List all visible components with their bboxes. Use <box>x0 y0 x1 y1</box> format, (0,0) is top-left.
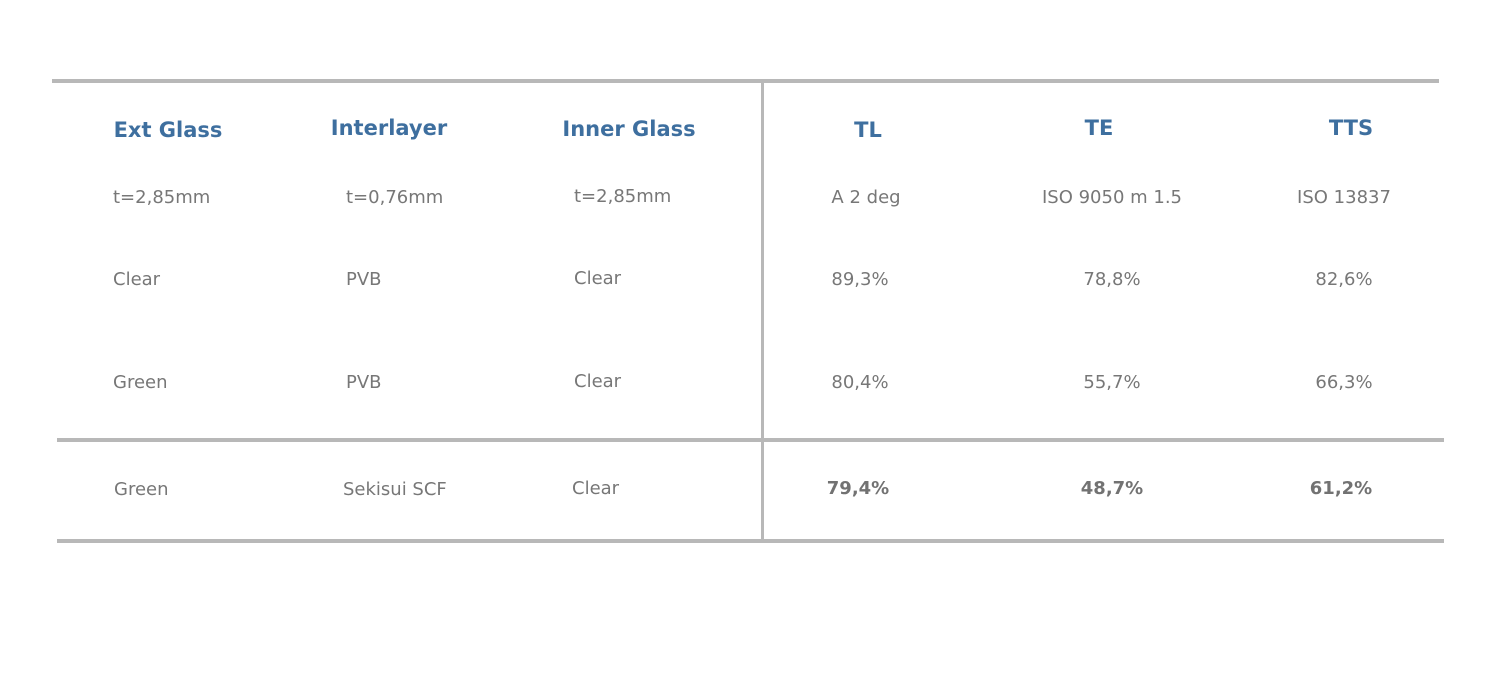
header-inner-glass: Inner Glass <box>562 117 696 141</box>
cell-inner-glass: Clear <box>572 478 620 499</box>
cell-interlayer: PVB <box>346 269 382 290</box>
column-divider <box>761 82 764 541</box>
spec-inner-glass-thickness: t=2,85mm <box>574 186 672 207</box>
spec-ext-glass-thickness: t=2,85mm <box>113 187 211 208</box>
cell-tl: 80,4% <box>831 372 889 393</box>
cell-interlayer: PVB <box>346 372 382 393</box>
cell-te: 48,7% <box>1080 478 1144 499</box>
header-interlayer: Interlayer <box>330 116 448 140</box>
cell-ext-glass: Green <box>114 479 169 500</box>
spec-tl-standard: A 2 deg <box>831 187 901 208</box>
spec-te-standard: ISO 9050 m 1.5 <box>1041 187 1183 208</box>
cell-interlayer: Sekisui SCF <box>343 479 447 500</box>
table-separator-rule <box>57 438 1444 442</box>
cell-ext-glass: Green <box>113 372 168 393</box>
table-bottom-rule <box>57 539 1444 543</box>
cell-tl: 79,4% <box>826 478 890 499</box>
cell-tts: 82,6% <box>1315 269 1373 290</box>
cell-tts: 61,2% <box>1309 478 1373 499</box>
cell-inner-glass: Clear <box>574 268 622 289</box>
cell-te: 55,7% <box>1083 372 1141 393</box>
header-tl: TL <box>854 118 882 142</box>
table-top-rule <box>52 79 1439 83</box>
header-ext-glass: Ext Glass <box>113 118 223 142</box>
spec-tts-standard: ISO 13837 <box>1297 187 1391 208</box>
header-te: TE <box>1084 116 1114 140</box>
header-tts: TTS <box>1328 116 1374 140</box>
cell-tts: 66,3% <box>1315 372 1373 393</box>
cell-te: 78,8% <box>1083 269 1141 290</box>
spec-interlayer-thickness: t=0,76mm <box>346 187 444 208</box>
cell-tl: 89,3% <box>831 269 889 290</box>
cell-ext-glass: Clear <box>113 269 161 290</box>
cell-inner-glass: Clear <box>574 371 622 392</box>
